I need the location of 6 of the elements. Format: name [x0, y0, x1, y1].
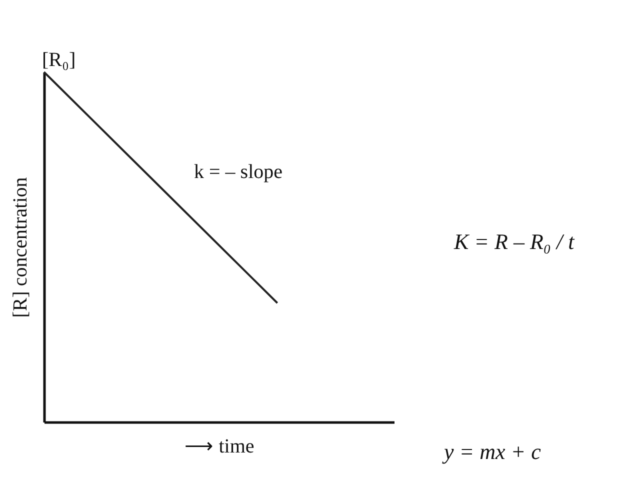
text: [R₀]	[42, 49, 76, 71]
annotation: k = – slope	[194, 161, 283, 183]
x-axis-title: ⟶ time	[184, 436, 254, 458]
y-axis-title: [R] concentration	[10, 177, 32, 318]
text: K = R – R₀ / t	[453, 229, 576, 254]
text: y = mx + c	[442, 439, 542, 464]
